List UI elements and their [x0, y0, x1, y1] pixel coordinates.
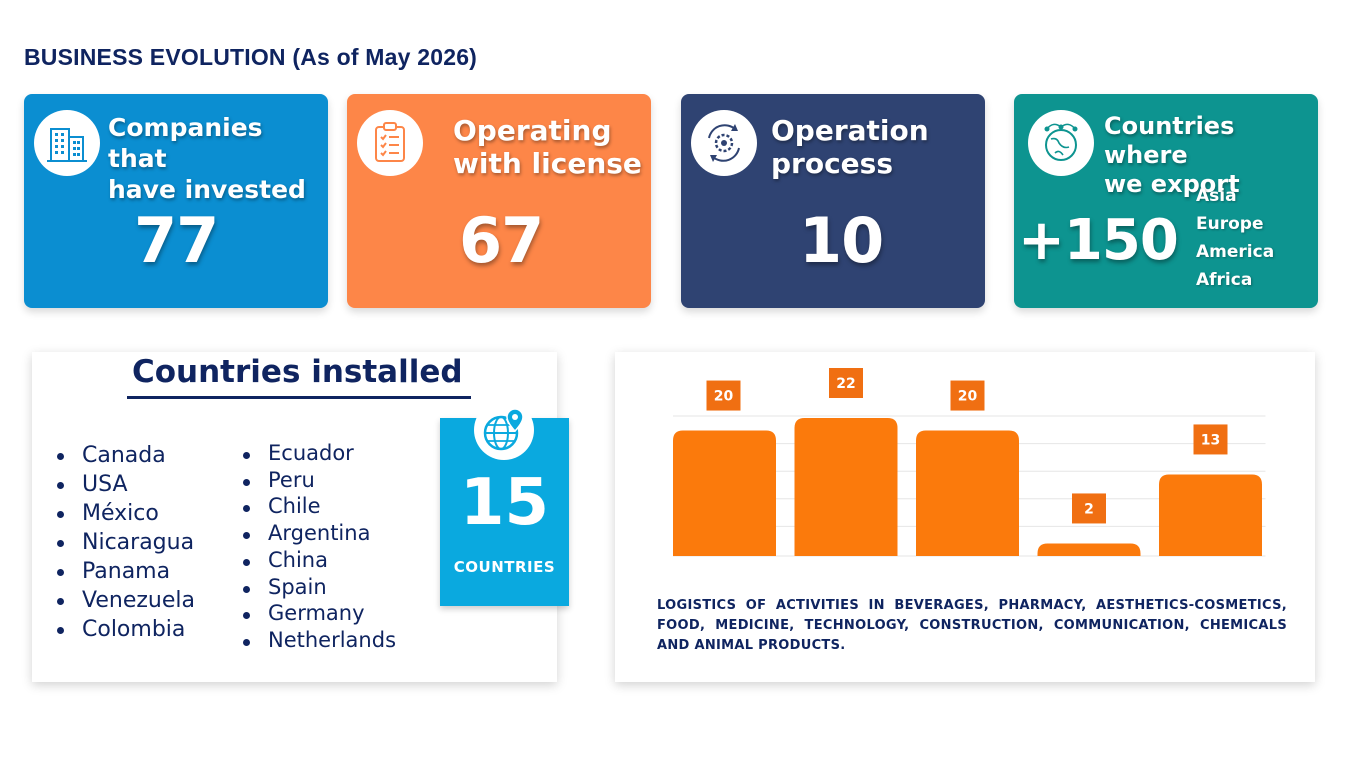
- country-item: Venezuela: [57, 586, 195, 615]
- bar: [1159, 474, 1262, 556]
- globe-pin-icon: [483, 408, 524, 451]
- data-label: 20: [714, 389, 734, 405]
- bar: [1037, 543, 1141, 556]
- bar: [916, 430, 1019, 556]
- country-item: Canada: [57, 441, 195, 470]
- data-label: 13: [1201, 432, 1220, 448]
- data-label-box: [950, 380, 985, 411]
- bar: [794, 418, 898, 556]
- data-label: 2: [1084, 501, 1094, 517]
- card-label: Operation process: [771, 114, 929, 180]
- countries-installed-panel: Countries installed Canada USA México Ni…: [32, 352, 569, 682]
- region-item: Africa: [1196, 270, 1253, 290]
- country-item: Chile: [243, 493, 396, 520]
- country-list-left: Canada USA México Nicaragua Panama Venez…: [57, 441, 195, 644]
- region-item: America: [1196, 242, 1275, 262]
- country-item: Spain: [243, 574, 396, 601]
- card-value: 67: [459, 204, 544, 277]
- countries-count-unit: COUNTRIES: [453, 558, 556, 576]
- title-underline: [127, 396, 471, 399]
- region-item: Europe: [1196, 214, 1264, 234]
- clipboard-checklist-icon: [375, 122, 405, 162]
- country-item: Peru: [243, 467, 396, 494]
- bar: [673, 430, 776, 556]
- data-label-box: [706, 380, 741, 411]
- data-label: 20: [958, 389, 978, 405]
- card-countries-export: Countries where we export +150 Asia Euro…: [1014, 94, 1318, 308]
- data-label-box: [829, 368, 863, 398]
- chart-caption: LOGISTICS OF ACTIVITIES IN BEVERAGES, PH…: [657, 598, 1287, 653]
- gear-icon-circle: [691, 110, 757, 176]
- country-item: México: [57, 499, 195, 528]
- card-label: Operating with license: [453, 114, 642, 180]
- country-list-right: Ecuador Peru Chile Argentina China Spain…: [243, 440, 396, 654]
- building-icon-circle: [34, 110, 100, 176]
- card-operation-process: Operation process 10: [681, 94, 985, 308]
- card-operating-license: Operating with license 67: [347, 94, 651, 308]
- page-title: BUSINESS EVOLUTION (As of May 2026): [24, 44, 478, 70]
- card-label: Countries where we export: [1104, 112, 1240, 198]
- country-item: Germany: [243, 600, 396, 627]
- data-label-box: [1072, 493, 1106, 524]
- clipboard-icon-circle: [357, 110, 423, 176]
- globe-circle: [474, 400, 534, 460]
- card-label: Companies that have invested: [108, 113, 306, 204]
- card-value: 77: [134, 204, 219, 277]
- card-companies-invested: Companies that have invested 77: [24, 94, 328, 308]
- country-item: USA: [57, 470, 195, 499]
- gear-cycle-icon: [708, 124, 740, 162]
- building-icon: [47, 128, 87, 162]
- data-label: 22: [836, 376, 855, 392]
- card-value: 10: [799, 204, 884, 277]
- activities-chart-panel: 20 22 20 2 13 LOGISTICS OF ACTIVITIES IN BEV…: [615, 352, 1315, 682]
- bar-chart: 20 22 20 2 13: [673, 368, 1266, 557]
- country-item: China: [243, 547, 396, 574]
- data-label-box: [1193, 424, 1228, 455]
- globe-icon-circle: [1028, 110, 1094, 176]
- country-item: Nicaragua: [57, 528, 195, 557]
- countries-title: Countries installed: [132, 354, 463, 390]
- globe-network-icon: [1044, 123, 1078, 161]
- country-item: Panama: [57, 557, 195, 586]
- country-item: Ecuador: [243, 440, 396, 467]
- region-item: Asia: [1196, 186, 1237, 206]
- countries-count: 15: [459, 466, 550, 540]
- country-item: Netherlands: [243, 627, 396, 654]
- countries-count-badge: 15 COUNTRIES: [440, 400, 569, 606]
- country-item: Argentina: [243, 520, 396, 547]
- card-value: +150: [1018, 208, 1179, 273]
- region-list: Asia Europe America Africa: [1196, 182, 1274, 294]
- country-item: Colombia: [57, 615, 195, 644]
